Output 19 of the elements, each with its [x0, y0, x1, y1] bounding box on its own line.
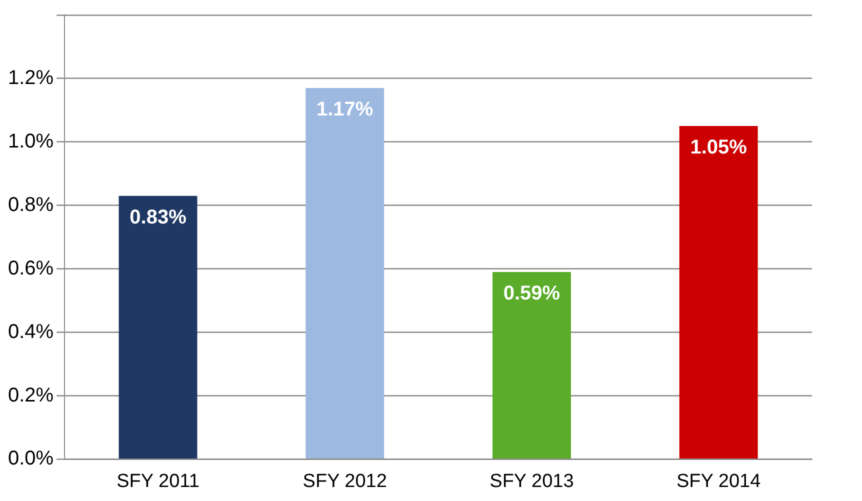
bar: [306, 88, 384, 458]
y-tick-label: 0.6%: [8, 257, 54, 280]
x-tick-label: SFY 2014: [676, 470, 762, 492]
data-label: 0.59%: [503, 282, 560, 305]
x-tick-label: SFY 2013: [490, 470, 574, 492]
y-tick-label: 0.8%: [8, 194, 54, 216]
bar: [492, 272, 571, 458]
y-tick-label: 1.2%: [8, 66, 54, 89]
x-tick-label: SFY 2011: [116, 470, 200, 492]
data-label: 1.17%: [316, 98, 374, 120]
x-tick-label: SFY 2012: [302, 470, 387, 492]
y-tick-label: 1.0%: [8, 130, 54, 152]
bar: [118, 196, 198, 458]
y-tick-label: 0.4%: [8, 320, 54, 343]
data-label: 0.83%: [130, 206, 187, 228]
y-tick-label: 0.2%: [8, 384, 54, 406]
bar: [679, 126, 758, 458]
y-tick-label: 0.0%: [8, 448, 54, 470]
data-label: 1.05%: [690, 136, 748, 159]
